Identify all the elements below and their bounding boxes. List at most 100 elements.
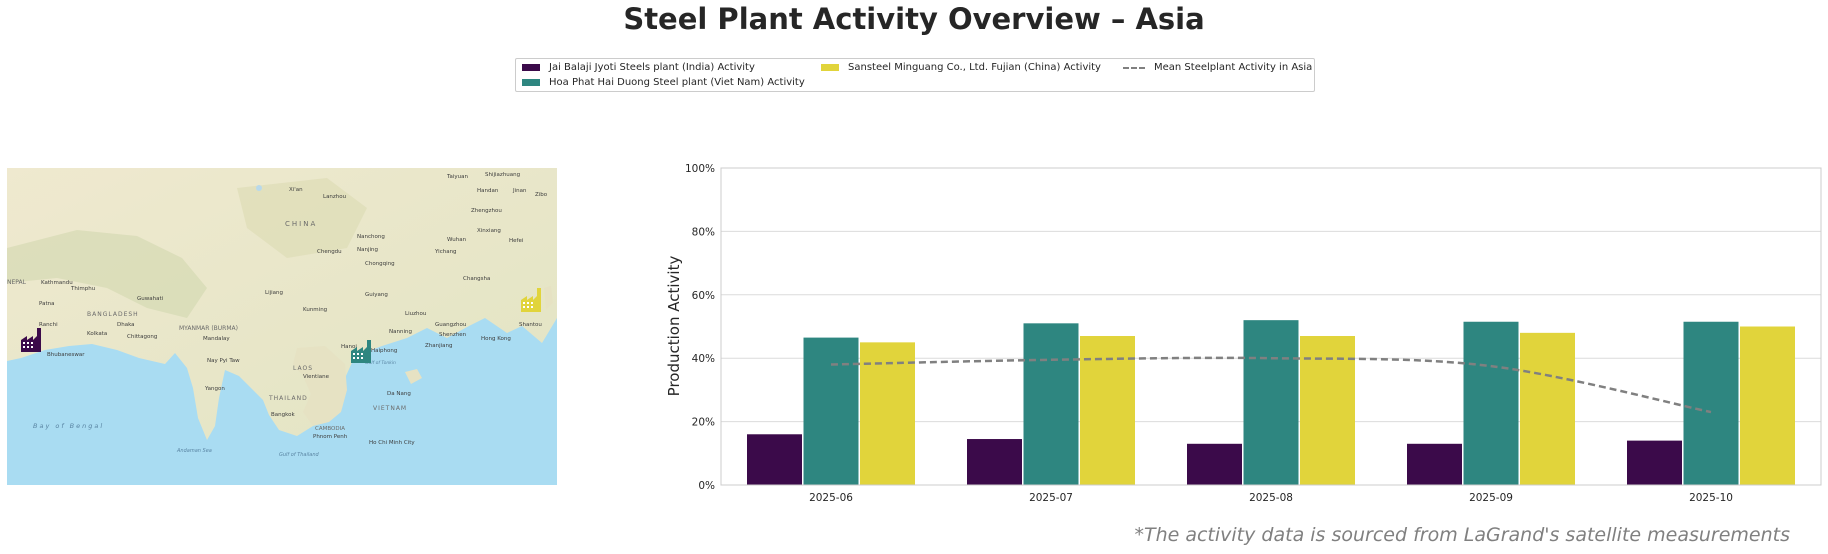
- map-city-8: Xinxiang: [477, 228, 501, 234]
- map-city-19: Lijiang: [265, 290, 283, 296]
- legend-line-mean: [1123, 66, 1145, 69]
- map-city-41: Kathmandu: [41, 280, 73, 286]
- bar-s0-c2: [1187, 443, 1242, 485]
- bar-s1-c3: [1463, 321, 1519, 485]
- bar-s2-c4: [1740, 326, 1795, 485]
- map-city-44: Ranchi: [39, 322, 58, 328]
- map-city-7: Zhengzhou: [471, 208, 502, 214]
- map-city-35: Mandalay: [203, 336, 230, 342]
- legend-label-vietnam: Hoa Phat Hai Duong Steel plant (Viet Nam…: [549, 77, 805, 88]
- x-tick-label-3: 2025-09: [1469, 492, 1513, 504]
- legend-item-mean: Mean Steelplant Activity in Asia: [1123, 62, 1312, 73]
- map-label-country-6: CAMBODIA: [315, 426, 345, 432]
- x-tick-label-2: 2025-08: [1249, 492, 1293, 504]
- y-tick-labels: 0% 20% 40% 60% 80% 100%: [685, 163, 715, 492]
- map-city-43: Bhubaneswar: [47, 352, 85, 358]
- y-axis-label: Production Activity: [665, 256, 683, 397]
- map-city-34: Yangon: [204, 386, 225, 392]
- map-city-21: Guangzhou: [435, 322, 466, 328]
- map-city-20: Liuzhou: [405, 311, 426, 317]
- bar-s0-c4: [1627, 440, 1682, 485]
- map-city-6: Lanzhou: [323, 194, 346, 200]
- bar-s2-c0: [860, 342, 915, 485]
- map-city-13: Chengdu: [317, 249, 342, 255]
- map-water-3: Gulf of Tonkin: [365, 360, 396, 366]
- map-city-45: Thimphu: [70, 286, 95, 292]
- map-city-11: Wuhan: [447, 237, 467, 243]
- bar-s1-c1: [1023, 323, 1079, 485]
- bars-layer: [747, 320, 1795, 485]
- map-city-33: Ho Chi Minh City: [369, 440, 415, 446]
- x-tick-labels: 2025-06 2025-07 2025-08 2025-09 2025-10: [809, 492, 1733, 504]
- chart-legend: Jai Balaji Jyoti Steels plant (India) Ac…: [515, 58, 1315, 92]
- map-city-12: Changsha: [463, 276, 490, 282]
- land-mass: [7, 168, 557, 440]
- asia-map: CHINA BANGLADESH MYANMAR (BURMA) LAOS TH…: [7, 168, 557, 485]
- map-city-37: Dhaka: [117, 322, 135, 328]
- map-label-country-4: THAILAND: [268, 395, 308, 402]
- map-city-28: Haiphong: [371, 348, 397, 354]
- map-city-36: Nay Pyi Taw: [207, 358, 240, 364]
- map-city-26: Zhanjiang: [425, 343, 453, 349]
- page-title: Steel Plant Activity Overview – Asia: [623, 2, 1205, 36]
- map-city-27: Hanoi: [341, 344, 357, 350]
- map-city-1: Shijiazhuang: [485, 172, 520, 178]
- x-tick-label-0: 2025-06: [809, 492, 853, 504]
- map-water-2: Gulf of Thailand: [279, 452, 319, 458]
- map-label-country-0: CHINA: [285, 220, 317, 228]
- y-tick-label-3: 60%: [692, 290, 715, 302]
- factory-icon-china: [521, 288, 541, 312]
- legend-item-vietnam: Hoa Phat Hai Duong Steel plant (Viet Nam…: [522, 77, 805, 88]
- y-tick-label-2: 40%: [692, 353, 715, 365]
- map-city-40: Patna: [39, 301, 54, 307]
- legend-item-china: Sansteel Minguang Co., Ltd. Fujian (Chin…: [821, 62, 1101, 73]
- map-city-22: Shenzhen: [439, 332, 467, 338]
- map-city-14: Nanchong: [357, 234, 385, 240]
- map-water-1: Andaman Sea: [176, 448, 212, 454]
- map-label-country-3: LAOS: [293, 365, 313, 372]
- taiwan-island: [544, 286, 553, 310]
- y-tick-label-1: 20%: [692, 417, 715, 429]
- mountain-relief: [7, 230, 207, 318]
- mean-line-layer: [830, 356, 1712, 414]
- map-city-18: Kunming: [303, 307, 327, 313]
- map-city-24: Shantou: [519, 322, 542, 328]
- bar-s1-c4: [1683, 321, 1739, 485]
- legend-label-china: Sansteel Minguang Co., Ltd. Fujian (Chin…: [848, 62, 1101, 73]
- bar-s0-c1: [967, 439, 1022, 485]
- map-city-23: Hong Kong: [481, 336, 511, 342]
- map-city-31: Da Nang: [387, 391, 411, 397]
- legend-label-india: Jai Balaji Jyoti Steels plant (India) Ac…: [549, 62, 755, 73]
- map-city-9: Hefei: [509, 238, 524, 244]
- map-city-5: Xi'an: [289, 187, 303, 193]
- bar-s2-c3: [1520, 332, 1575, 485]
- map-label-country-1: BANGLADESH: [87, 311, 139, 318]
- map-water-0: Bay of Bengal: [33, 422, 104, 430]
- mean-activity-line: [830, 356, 1712, 414]
- map-label-country-7: NEPAL: [7, 279, 27, 286]
- map-city-38: Kolkata: [87, 331, 107, 337]
- factory-icon-india: [21, 328, 41, 352]
- bar-s0-c0: [747, 434, 802, 485]
- x-tick-label-1: 2025-07: [1029, 492, 1073, 504]
- map-city-4: Zibo: [535, 192, 548, 198]
- factory-icon-vietnam: [351, 340, 371, 363]
- map-city-17: Guiyang: [365, 292, 388, 298]
- legend-swatch-china: [821, 64, 839, 71]
- y-tick-label-0: 0%: [698, 480, 715, 492]
- legend-swatch-vietnam: [522, 79, 540, 86]
- lake-marker: [256, 185, 262, 191]
- legend-label-mean: Mean Steelplant Activity in Asia: [1154, 62, 1313, 73]
- map-city-30: Bangkok: [271, 412, 295, 418]
- map-city-16: Yichang: [434, 249, 457, 255]
- map-city-10: Nanjing: [357, 247, 378, 253]
- map-city-25: Nanning: [389, 329, 412, 335]
- source-note: *The activity data is sourced from LaGra…: [1134, 524, 1790, 546]
- map-city-29: Vientiane: [303, 374, 330, 380]
- x-tick-label-4: 2025-10: [1689, 492, 1733, 504]
- indochina-land: [293, 346, 347, 426]
- map-city-15: Chongqing: [365, 261, 395, 267]
- map-city-39: Chittagong: [127, 334, 157, 340]
- bar-s1-c0: [803, 337, 859, 485]
